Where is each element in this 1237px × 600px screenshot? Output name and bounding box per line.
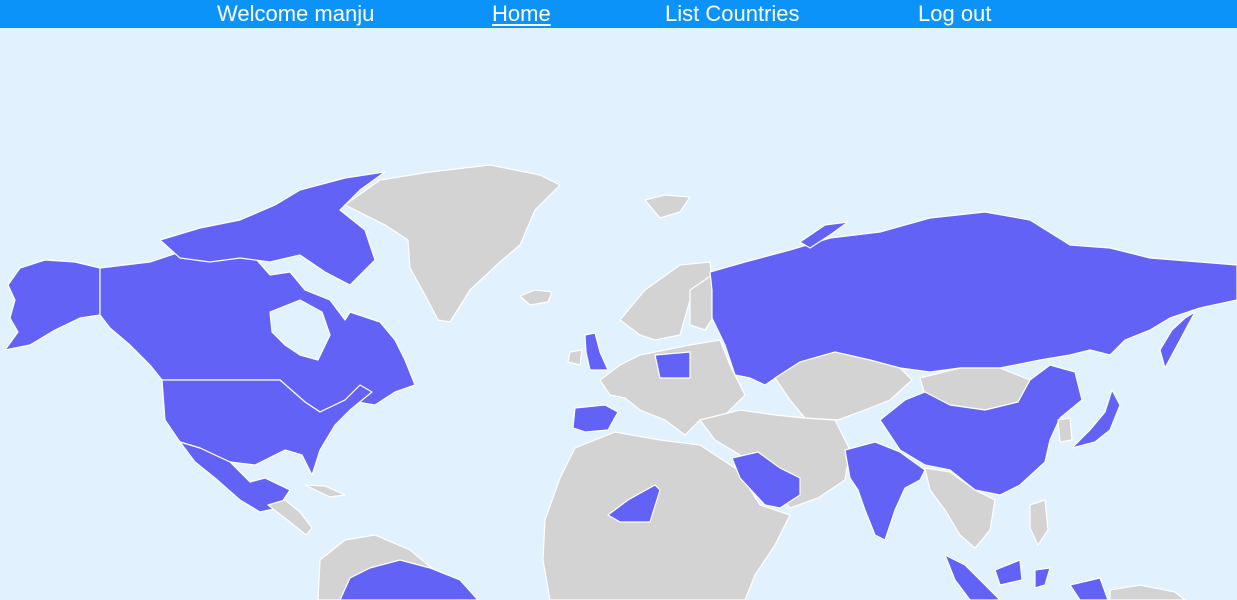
hudson-bay — [269, 299, 331, 361]
finland[interactable] — [689, 274, 719, 331]
welcome-message: Welcome manju — [217, 1, 375, 26]
africa[interactable] — [542, 431, 791, 600]
country-poland[interactable] — [654, 351, 691, 379]
korea[interactable] — [1057, 417, 1073, 443]
canada-arctic-islands[interactable] — [159, 171, 386, 286]
cuba[interactable] — [304, 484, 346, 498]
country-indonesia[interactable] — [944, 554, 1109, 600]
country-united-kingdom[interactable] — [584, 332, 609, 371]
country-china[interactable] — [879, 364, 1083, 496]
novaya-zemlya[interactable] — [799, 221, 849, 249]
iceland[interactable] — [519, 289, 553, 306]
world-map-svg — [0, 28, 1237, 600]
world-map — [0, 28, 1237, 600]
nav-home-link[interactable]: Home — [492, 1, 551, 26]
top-navbar: Welcome manju Home List Countries Log ou… — [0, 0, 1237, 28]
greenland[interactable] — [344, 164, 561, 323]
country-saudi-arabia[interactable] — [731, 451, 801, 509]
country-venezuela[interactable] — [339, 559, 479, 600]
country-mexico[interactable] — [179, 441, 291, 513]
ireland[interactable] — [567, 349, 583, 366]
kamchatka[interactable] — [1159, 311, 1196, 369]
australia[interactable] — [1109, 584, 1186, 600]
country-spain[interactable] — [572, 404, 619, 433]
country-canada[interactable] — [99, 249, 416, 413]
central-asia[interactable] — [774, 351, 913, 421]
philippines[interactable] — [1029, 499, 1049, 546]
country-russia[interactable] — [709, 211, 1237, 386]
central-america[interactable] — [267, 499, 313, 536]
country-niger[interactable] — [607, 484, 661, 523]
southeast-asia[interactable] — [924, 467, 996, 549]
country-usa-alaska[interactable] — [4, 259, 101, 351]
country-india[interactable] — [844, 441, 926, 541]
nav-list-countries-link[interactable]: List Countries — [665, 1, 800, 26]
svalbard[interactable] — [644, 194, 691, 219]
country-japan[interactable] — [1071, 389, 1121, 449]
nav-logout-link[interactable]: Log out — [918, 1, 992, 26]
middle-east[interactable] — [699, 409, 851, 509]
